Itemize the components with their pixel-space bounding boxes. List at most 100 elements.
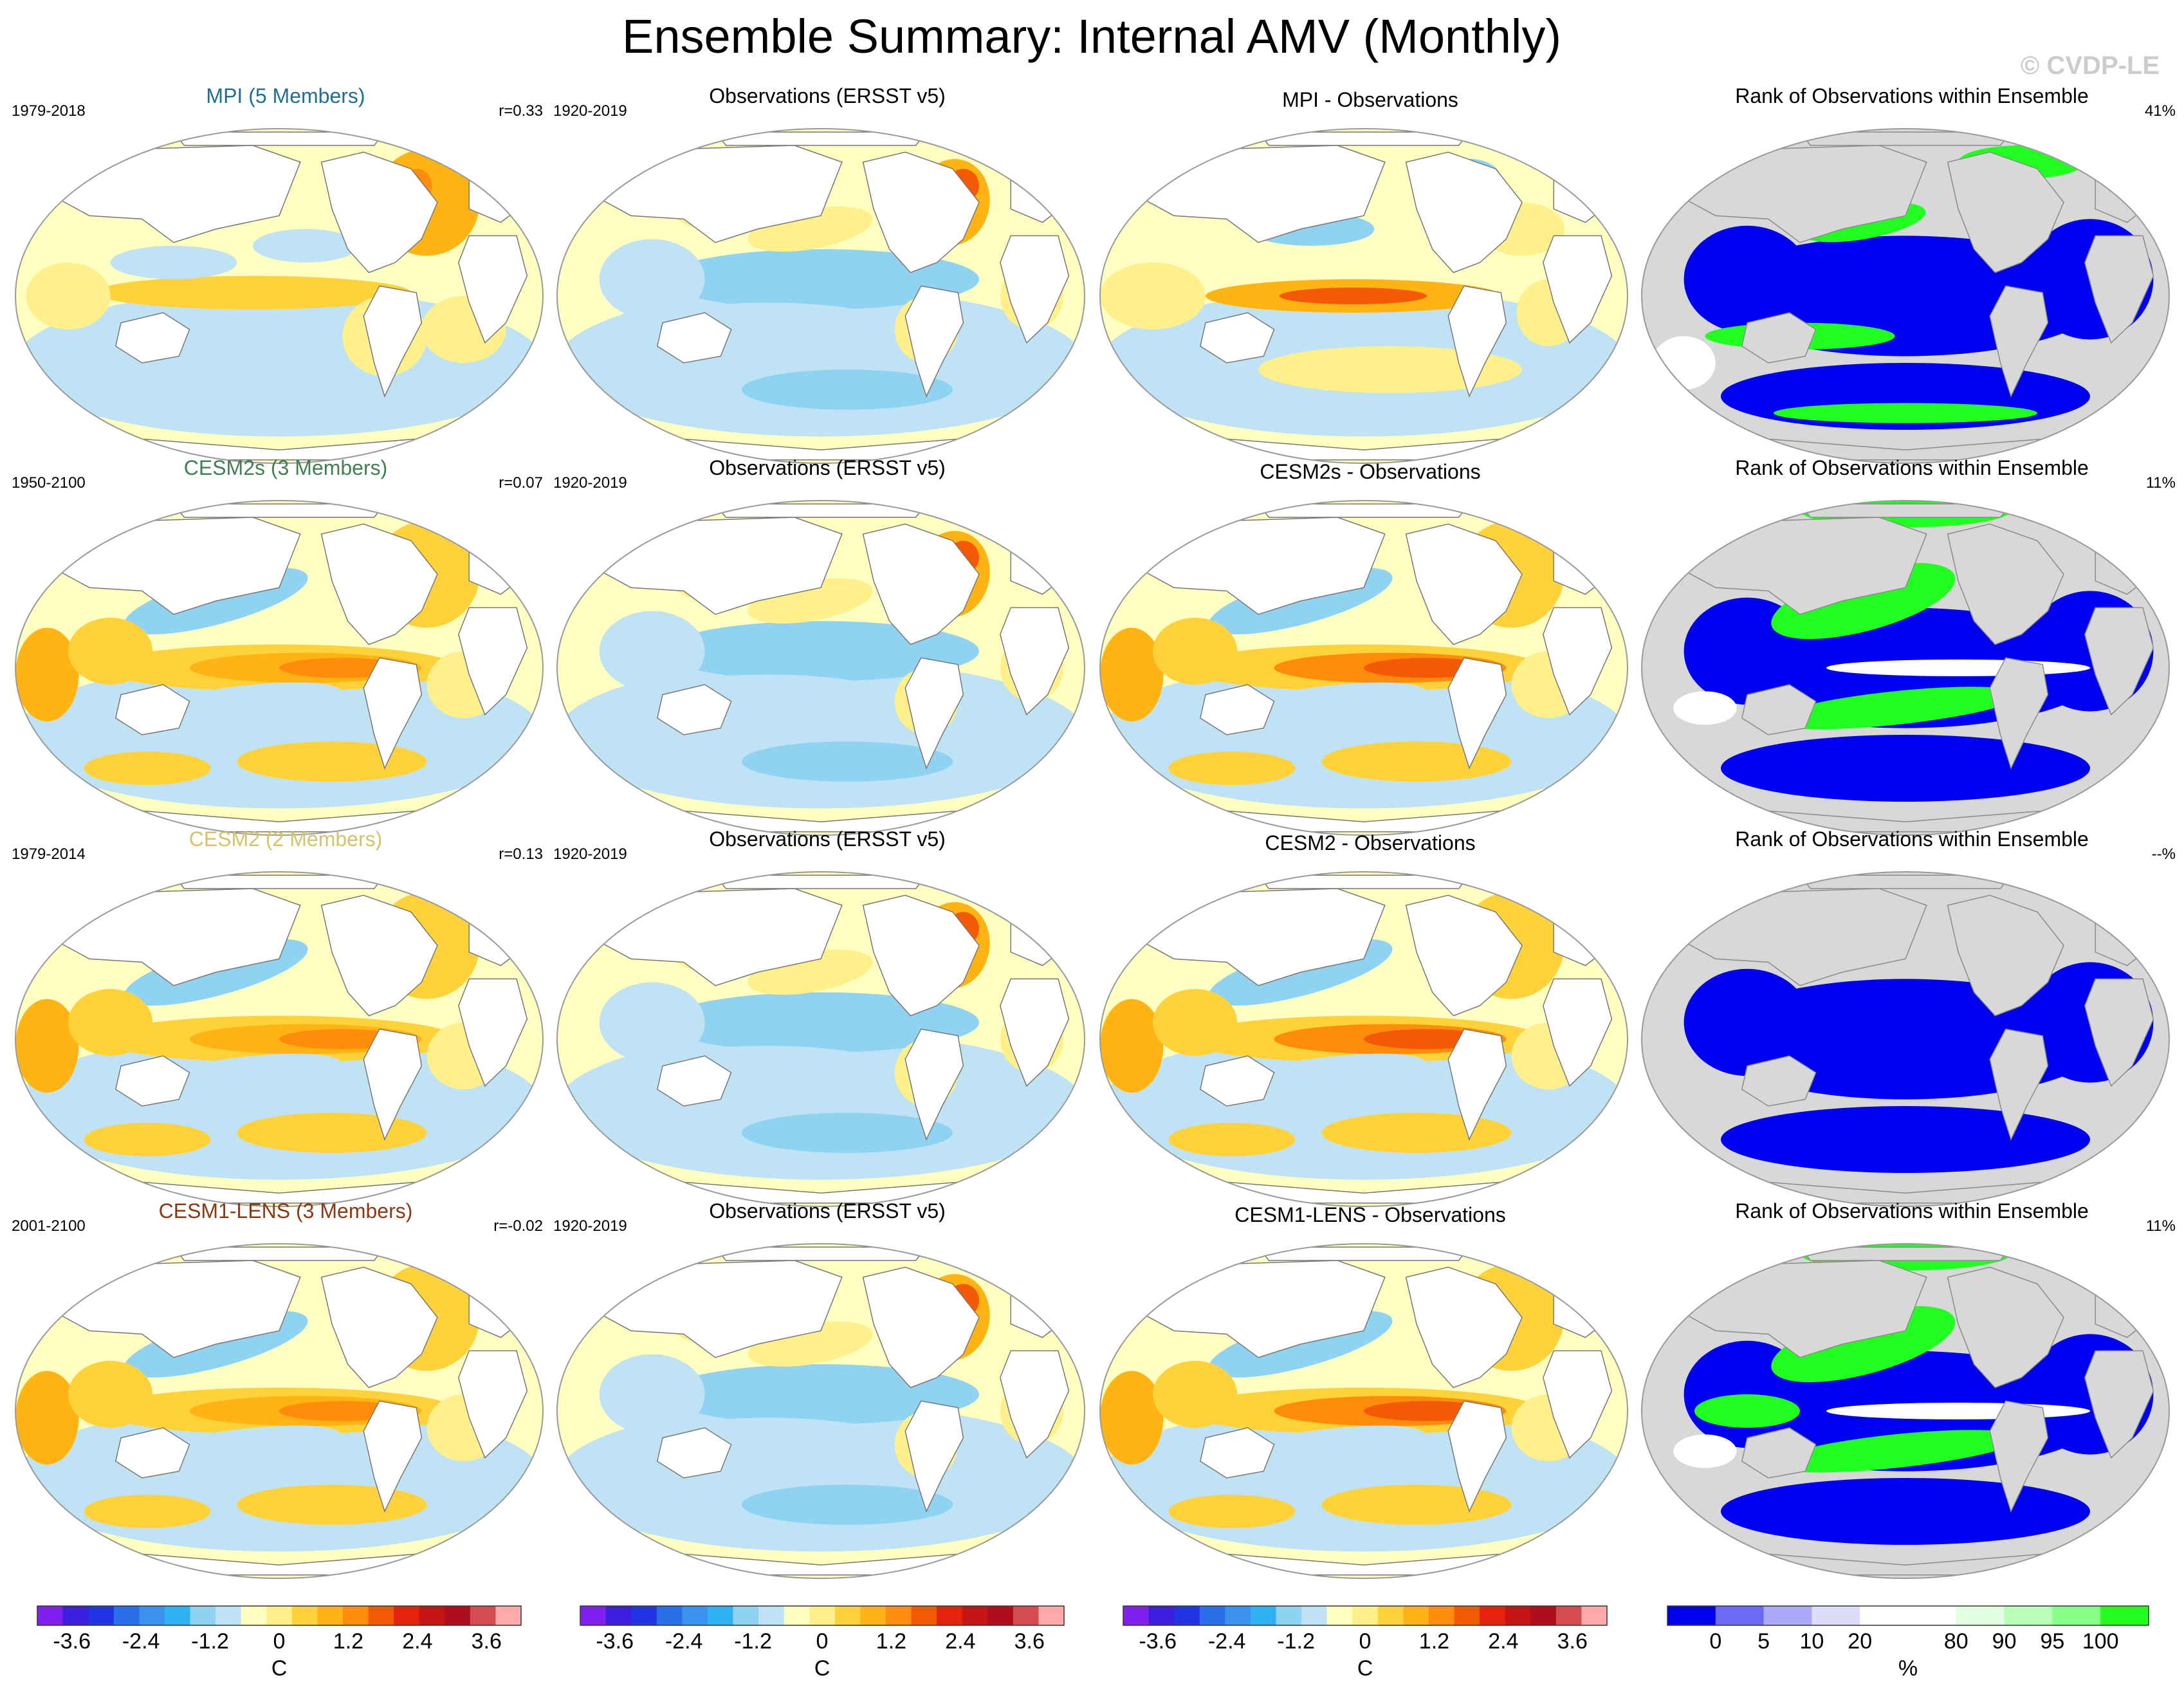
colorbar-tick: -1.2: [191, 1629, 229, 1654]
colorbar-swatch: [1428, 1606, 1455, 1625]
continent: [363, 657, 423, 770]
anomaly-contour: [68, 989, 153, 1056]
colorbar-swatch: [113, 1606, 140, 1625]
continent: [172, 874, 386, 889]
colorbar-tick: 3.6: [1557, 1629, 1588, 1654]
colorbar-swatch: [1505, 1606, 1531, 1625]
anomaly-contour: [253, 229, 358, 263]
colorbar-swatch: [809, 1606, 836, 1625]
obs-years: 1920-2019: [553, 102, 627, 120]
anomaly-contour: [742, 1484, 953, 1525]
colorbar-swatch: [911, 1606, 937, 1625]
model-years: 1979-2018: [12, 102, 86, 120]
rank-region: [1694, 1394, 1800, 1428]
continent: [656, 312, 732, 364]
continent: [51, 517, 301, 615]
colorbar-tick: -2.4: [122, 1629, 160, 1654]
rank-area-percent: 11%: [2146, 1217, 2176, 1235]
anomaly-contour: [237, 1484, 427, 1525]
continent: [714, 131, 928, 146]
model-panel-title: CESM2 (2 Members): [189, 827, 383, 851]
colorbar-tick: 1.2: [333, 1629, 363, 1654]
anomaly-contour: [68, 618, 153, 685]
diff-map-border: [1099, 1243, 1628, 1579]
continent: [904, 1028, 964, 1141]
continent: [1199, 1055, 1275, 1107]
colorbar-swatch: [2004, 1606, 2053, 1625]
rank-region: [1771, 562, 1956, 640]
anomaly-contour: [1321, 1112, 1512, 1153]
continent: [1989, 1400, 2049, 1513]
colorbar-frame: [1123, 1605, 1608, 1626]
continent: [1199, 684, 1275, 735]
continent: [320, 894, 438, 1017]
colorbar-swatch: [580, 1606, 607, 1625]
anomaly-contour: [1168, 752, 1296, 785]
colorbar-tick: 1.2: [1419, 1629, 1449, 1654]
rank-region: [1684, 225, 1811, 333]
colorbar-swatch: [1763, 1606, 1812, 1625]
model-years: 1979-2014: [12, 845, 86, 863]
diff-map-field: [1100, 872, 1628, 1206]
continent: [1678, 145, 1927, 243]
obs-panel-title: Observations (ERSST v5): [709, 84, 946, 107]
diff-panel-title: CESM2s - Observations: [1260, 460, 1480, 483]
anomaly-contour: [663, 992, 979, 1053]
colorbar-swatch: [164, 1606, 190, 1625]
model-map-field: [15, 501, 543, 835]
continent: [904, 1400, 964, 1513]
continent: [1405, 894, 1523, 1017]
colorbar-swatch: [1352, 1606, 1379, 1625]
pattern-correlation: r=-0.02: [493, 1217, 543, 1235]
colorbar-tick: 1.2: [876, 1629, 906, 1654]
model-map-border: [15, 128, 544, 464]
colorbar-swatch: [1148, 1606, 1175, 1625]
obs-map-border: [556, 500, 1085, 836]
colorbar-swatch: [1956, 1606, 2005, 1625]
rank-region: [1673, 691, 1737, 725]
model-map-field: [15, 129, 543, 463]
model-map-border: [15, 871, 544, 1207]
rank-region: [1768, 1430, 2021, 1473]
colorbar-swatch: [885, 1606, 912, 1625]
continent: [714, 503, 928, 518]
anomaly-contour: [84, 752, 211, 785]
colorbar-tick: 10: [1799, 1629, 1824, 1654]
continent: [1678, 888, 1927, 986]
colorbar-tick: -1.2: [734, 1629, 772, 1654]
continent: [2084, 235, 2154, 344]
continent: [172, 131, 386, 146]
obs-panel: Observations (ERSST v5) 1920-2019: [553, 827, 1085, 1207]
rank-map-border: [1641, 500, 2170, 836]
colorbar-swatch: [1715, 1606, 1765, 1625]
obs-map-border: [556, 871, 1085, 1207]
figure-title: Ensemble Summary: Internal AMV (Monthly): [622, 10, 1561, 63]
continent: [1678, 517, 1927, 615]
colorbar-swatch: [1276, 1606, 1302, 1625]
continent: [1199, 312, 1275, 364]
colorbar-tick: 0: [1359, 1629, 1372, 1654]
anomaly-contour: [742, 1112, 953, 1153]
continent: [862, 1266, 980, 1389]
continent: [1989, 657, 2049, 770]
colorbar-swatch: [241, 1606, 267, 1625]
obs-map-field: [557, 129, 1085, 463]
anomaly-contour: [599, 982, 705, 1063]
rank-region: [1774, 403, 2037, 423]
diff-panel: MPI - Observations: [1099, 88, 1628, 464]
continent: [1447, 657, 1507, 770]
anomaly-contour: [95, 275, 411, 309]
rank-map-border: [1641, 128, 2170, 464]
anomaly-contour: [68, 1361, 153, 1428]
anomaly-contour: [1100, 263, 1206, 329]
continent: [1989, 285, 2049, 398]
rank-region: [1771, 1306, 1956, 1383]
colorbar-swatch: [2100, 1606, 2149, 1625]
diff-panel: CESM2s - Observations: [1099, 460, 1628, 836]
continent: [115, 312, 190, 364]
colorbar-unit: %: [1898, 1656, 1918, 1681]
colorbar-swatch: [1667, 1606, 1716, 1625]
colorbar-tick: 80: [1944, 1629, 1968, 1654]
anomaly-contour: [1100, 999, 1164, 1093]
